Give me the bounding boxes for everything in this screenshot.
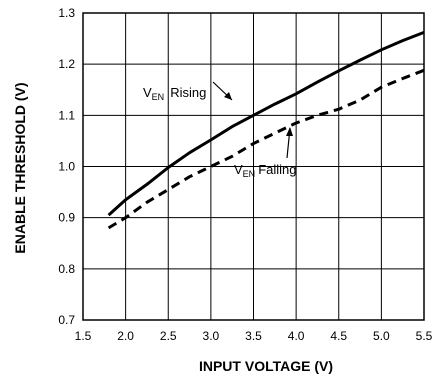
y-tick-label: 0.8 — [58, 262, 75, 276]
x-tick-label: 4.0 — [288, 329, 305, 343]
x-tick-label: 3.0 — [203, 329, 220, 343]
y-axis-label: ENABLE THRESHOLD (V) — [12, 82, 28, 253]
y-tick-label: 0.9 — [58, 211, 75, 225]
falling-label: VEN Falling — [234, 162, 296, 179]
y-tick-labels: 0.7 0.8 0.9 1.0 1.1 1.2 1.3 — [58, 6, 75, 327]
y-tick-label: 0.7 — [58, 313, 75, 327]
x-tick-label: 3.5 — [245, 329, 262, 343]
y-tick-label: 1.0 — [58, 160, 75, 174]
rising-annotation: VEN Rising — [143, 81, 233, 102]
series-lines — [107, 31, 425, 230]
falling-annotation: VEN Falling — [234, 127, 296, 179]
x-tick-label: 1.5 — [75, 329, 92, 343]
series-line-rising — [107, 31, 425, 217]
x-tick-labels: 1.5 2.0 2.5 3.0 3.5 4.0 4.5 5.0 5.5 — [75, 329, 433, 343]
x-axis-label: INPUT VOLTAGE (V) — [199, 358, 333, 374]
y-tick-label: 1.2 — [58, 57, 75, 71]
x-tick-label: 5.0 — [373, 329, 390, 343]
falling-arrowhead — [286, 127, 293, 136]
grid — [82, 12, 425, 321]
x-tick-label: 2.5 — [160, 329, 177, 343]
rising-arrowhead — [224, 92, 232, 100]
x-tick-label: 2.0 — [117, 329, 134, 343]
x-tick-label: 4.5 — [330, 329, 347, 343]
x-tick-label: 5.5 — [416, 329, 433, 343]
y-tick-label: 1.1 — [58, 108, 75, 122]
rising-label: VEN Rising — [143, 85, 206, 102]
y-tick-label: 1.3 — [58, 6, 75, 20]
plot-frame — [82, 12, 425, 321]
